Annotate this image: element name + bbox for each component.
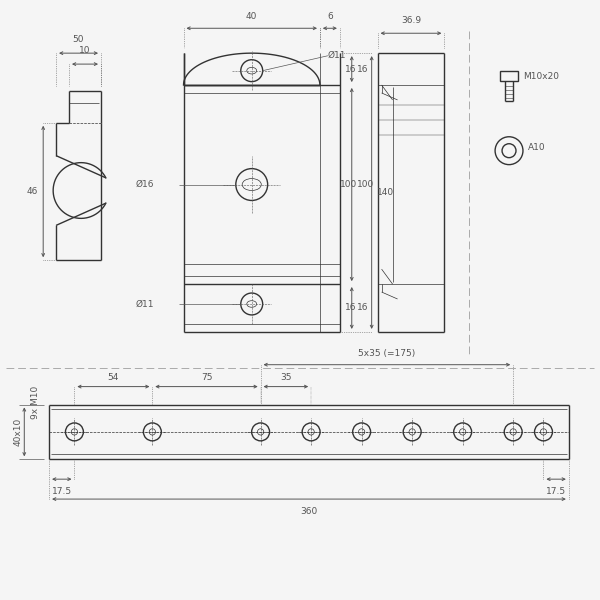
- Text: 50: 50: [73, 35, 84, 44]
- Text: Ø11: Ø11: [328, 51, 346, 60]
- Text: 54: 54: [108, 373, 119, 382]
- Text: 10: 10: [79, 46, 91, 55]
- Text: 5x35 (=175): 5x35 (=175): [358, 349, 416, 358]
- Text: 16: 16: [357, 65, 368, 74]
- Bar: [500, 71, 518, 81]
- Text: 17.5: 17.5: [52, 487, 72, 496]
- Text: 17.5: 17.5: [546, 487, 566, 496]
- Text: 6: 6: [327, 12, 333, 21]
- Text: 360: 360: [301, 507, 317, 516]
- Text: 100: 100: [357, 180, 374, 189]
- Text: 100: 100: [340, 180, 357, 189]
- Text: 9x M10: 9x M10: [31, 385, 40, 419]
- Text: 46: 46: [27, 187, 38, 196]
- Text: 140: 140: [377, 188, 394, 197]
- Text: A10: A10: [528, 143, 545, 152]
- Text: 16: 16: [345, 65, 357, 74]
- Text: Ø11: Ø11: [135, 299, 154, 308]
- Text: 35: 35: [280, 373, 292, 382]
- Text: 36.9: 36.9: [401, 16, 421, 25]
- Text: 75: 75: [201, 373, 212, 382]
- Text: M10x20: M10x20: [523, 71, 559, 80]
- Text: 40: 40: [246, 12, 257, 21]
- Text: 40x10: 40x10: [13, 418, 22, 446]
- Text: 16: 16: [357, 304, 368, 313]
- Text: 16: 16: [345, 304, 357, 313]
- Text: Ø16: Ø16: [135, 180, 154, 189]
